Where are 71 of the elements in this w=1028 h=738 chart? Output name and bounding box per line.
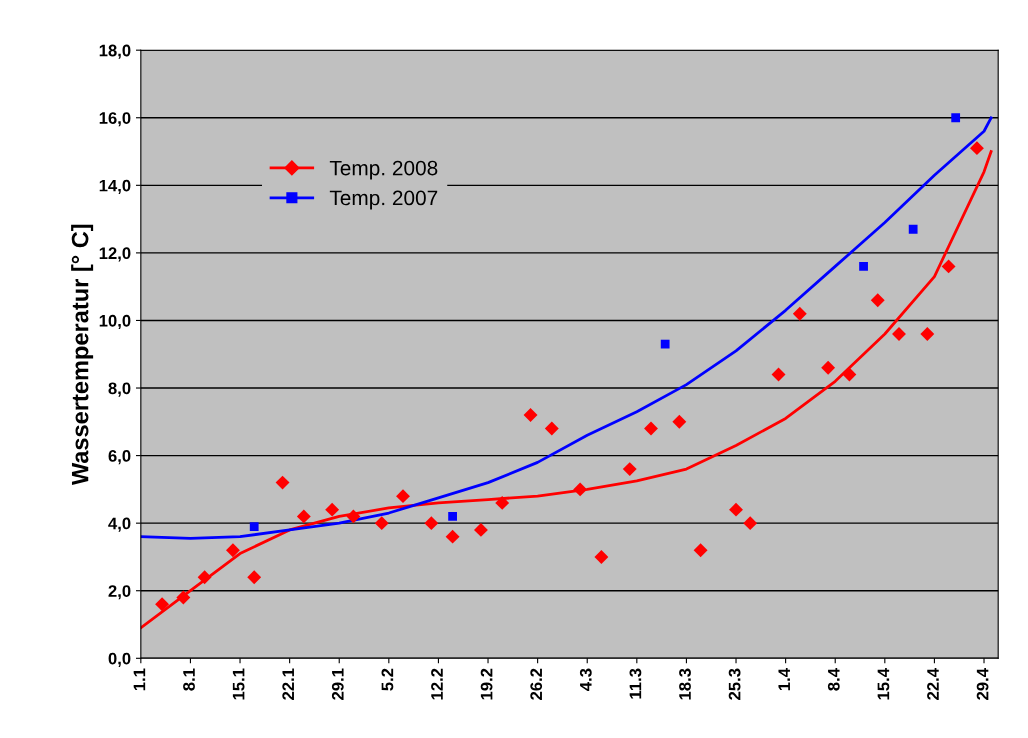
x-tick-label: 22.4: [927, 668, 939, 700]
point: [448, 512, 457, 521]
y-tick-label: 10,0: [99, 314, 131, 330]
x-tick-label: 1.4: [778, 668, 790, 691]
point: [424, 516, 439, 531]
point: [226, 543, 240, 558]
point: [920, 327, 935, 341]
y-tick-label: 16,0: [99, 112, 131, 127]
point: [870, 293, 885, 308]
point: [523, 408, 538, 422]
x-tick-label: 29.4: [976, 668, 989, 700]
x-tick-label: 4.3: [579, 668, 592, 691]
point: [660, 339, 670, 349]
point: [743, 516, 758, 531]
point: [859, 262, 868, 271]
point: [247, 570, 262, 585]
x-tick-label: 25.3: [728, 668, 741, 700]
point: [275, 475, 290, 490]
point: [155, 597, 170, 612]
x-tick-label: 5.2: [381, 668, 394, 691]
point: [969, 141, 984, 156]
line-series: [140, 116, 993, 540]
point: [622, 462, 637, 477]
point: [544, 421, 559, 436]
y-tick-label: 2,0: [108, 585, 131, 600]
point: [249, 522, 259, 531]
x-tick-label: 19.2: [480, 668, 493, 700]
point: [729, 502, 743, 517]
point: [644, 421, 658, 436]
legend-label: Temp. 2007: [329, 190, 438, 210]
point: [346, 509, 361, 524]
point: [176, 590, 191, 605]
point: [941, 259, 956, 274]
x-tick-label: 1.1: [133, 668, 146, 691]
y-tick-label: 8,0: [108, 382, 131, 397]
point: [573, 482, 588, 497]
y-tick-label: 14,0: [99, 179, 131, 194]
x-tick-label: 8.4: [827, 668, 840, 691]
y-tick-label: 6,0: [108, 449, 131, 465]
x-tick-label: 18.3: [679, 668, 691, 700]
y-tick-label: 4,0: [108, 517, 131, 532]
point: [495, 495, 510, 510]
x-tick-label: 29.1: [331, 668, 344, 700]
line-series: [140, 150, 993, 630]
y-tick-label: 18,0: [99, 44, 131, 59]
x-tick-label: 22.1: [282, 668, 294, 700]
point: [396, 489, 410, 504]
point: [951, 113, 961, 123]
legend-label: Temp. 2008: [329, 160, 438, 180]
point: [197, 570, 212, 585]
point: [296, 509, 311, 524]
point: [594, 550, 609, 564]
x-tick-label: 15.4: [877, 668, 890, 700]
point: [474, 522, 488, 537]
point: [792, 306, 807, 321]
y-axis-title: Wassertemperatur [° C]: [71, 224, 94, 486]
y-tick-label: 12,0: [99, 247, 131, 262]
point: [693, 543, 708, 558]
point: [325, 502, 340, 517]
x-tick-label: 26.2: [530, 668, 543, 700]
x-tick-label: 15.1: [232, 668, 245, 700]
point: [908, 224, 918, 234]
point: [672, 414, 687, 429]
x-tick-label: 12.2: [431, 668, 443, 700]
point: [445, 529, 460, 544]
x-tick-label: 11.3: [629, 668, 642, 699]
y-tick-label: 0,0: [108, 652, 131, 667]
x-tick-label: 8.1: [183, 668, 195, 691]
point: [842, 367, 857, 382]
point: [374, 516, 389, 531]
point: [821, 360, 836, 375]
